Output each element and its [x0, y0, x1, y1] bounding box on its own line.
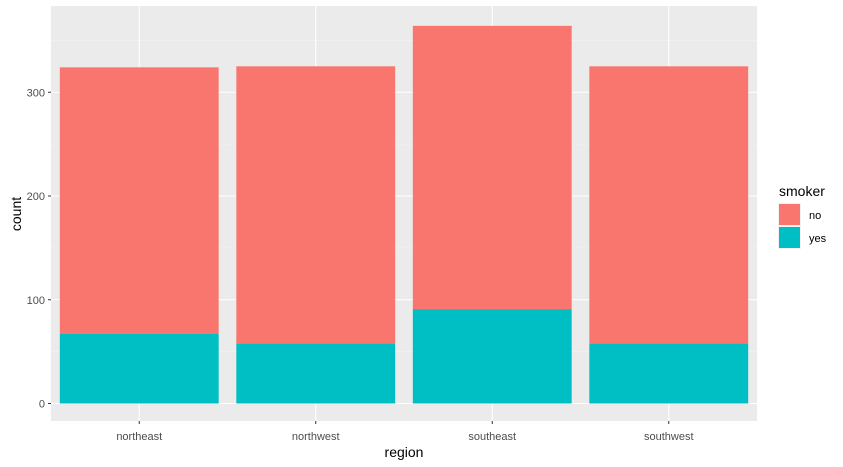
bars — [59, 25, 749, 404]
y-tick-label: 200 — [27, 191, 45, 203]
y-axis: 0 100 200 300 — [27, 87, 51, 411]
bar-no-southwest — [589, 66, 749, 344]
x-tick-label: northwest — [292, 431, 340, 443]
bar-yes-southwest — [589, 343, 749, 404]
y-tick-label: 300 — [27, 87, 45, 99]
legend-key-no — [779, 204, 800, 225]
x-tick-label: southwest — [644, 431, 694, 443]
x-axis-title: region — [385, 444, 424, 460]
legend-title: smoker — [779, 183, 825, 199]
x-tick-label: northeast — [116, 431, 162, 443]
bar-no-northeast — [59, 67, 219, 334]
y-tick-label: 100 — [27, 295, 45, 307]
y-axis-title: count — [8, 197, 24, 231]
bar-yes-northeast — [59, 333, 219, 404]
bar-no-southeast — [412, 25, 572, 310]
bar-yes-northwest — [236, 343, 396, 404]
y-tick-label: 0 — [39, 399, 45, 411]
legend-label-yes: yes — [809, 233, 827, 245]
x-axis: northeast northwest southeast southwest — [116, 421, 694, 443]
x-tick-label: southeast — [468, 431, 516, 443]
legend: smoker no yes — [778, 183, 827, 249]
legend-label-no: no — [809, 210, 821, 222]
bar-no-northwest — [236, 66, 396, 344]
bar-yes-southeast — [412, 309, 572, 404]
legend-key-yes — [779, 227, 800, 248]
